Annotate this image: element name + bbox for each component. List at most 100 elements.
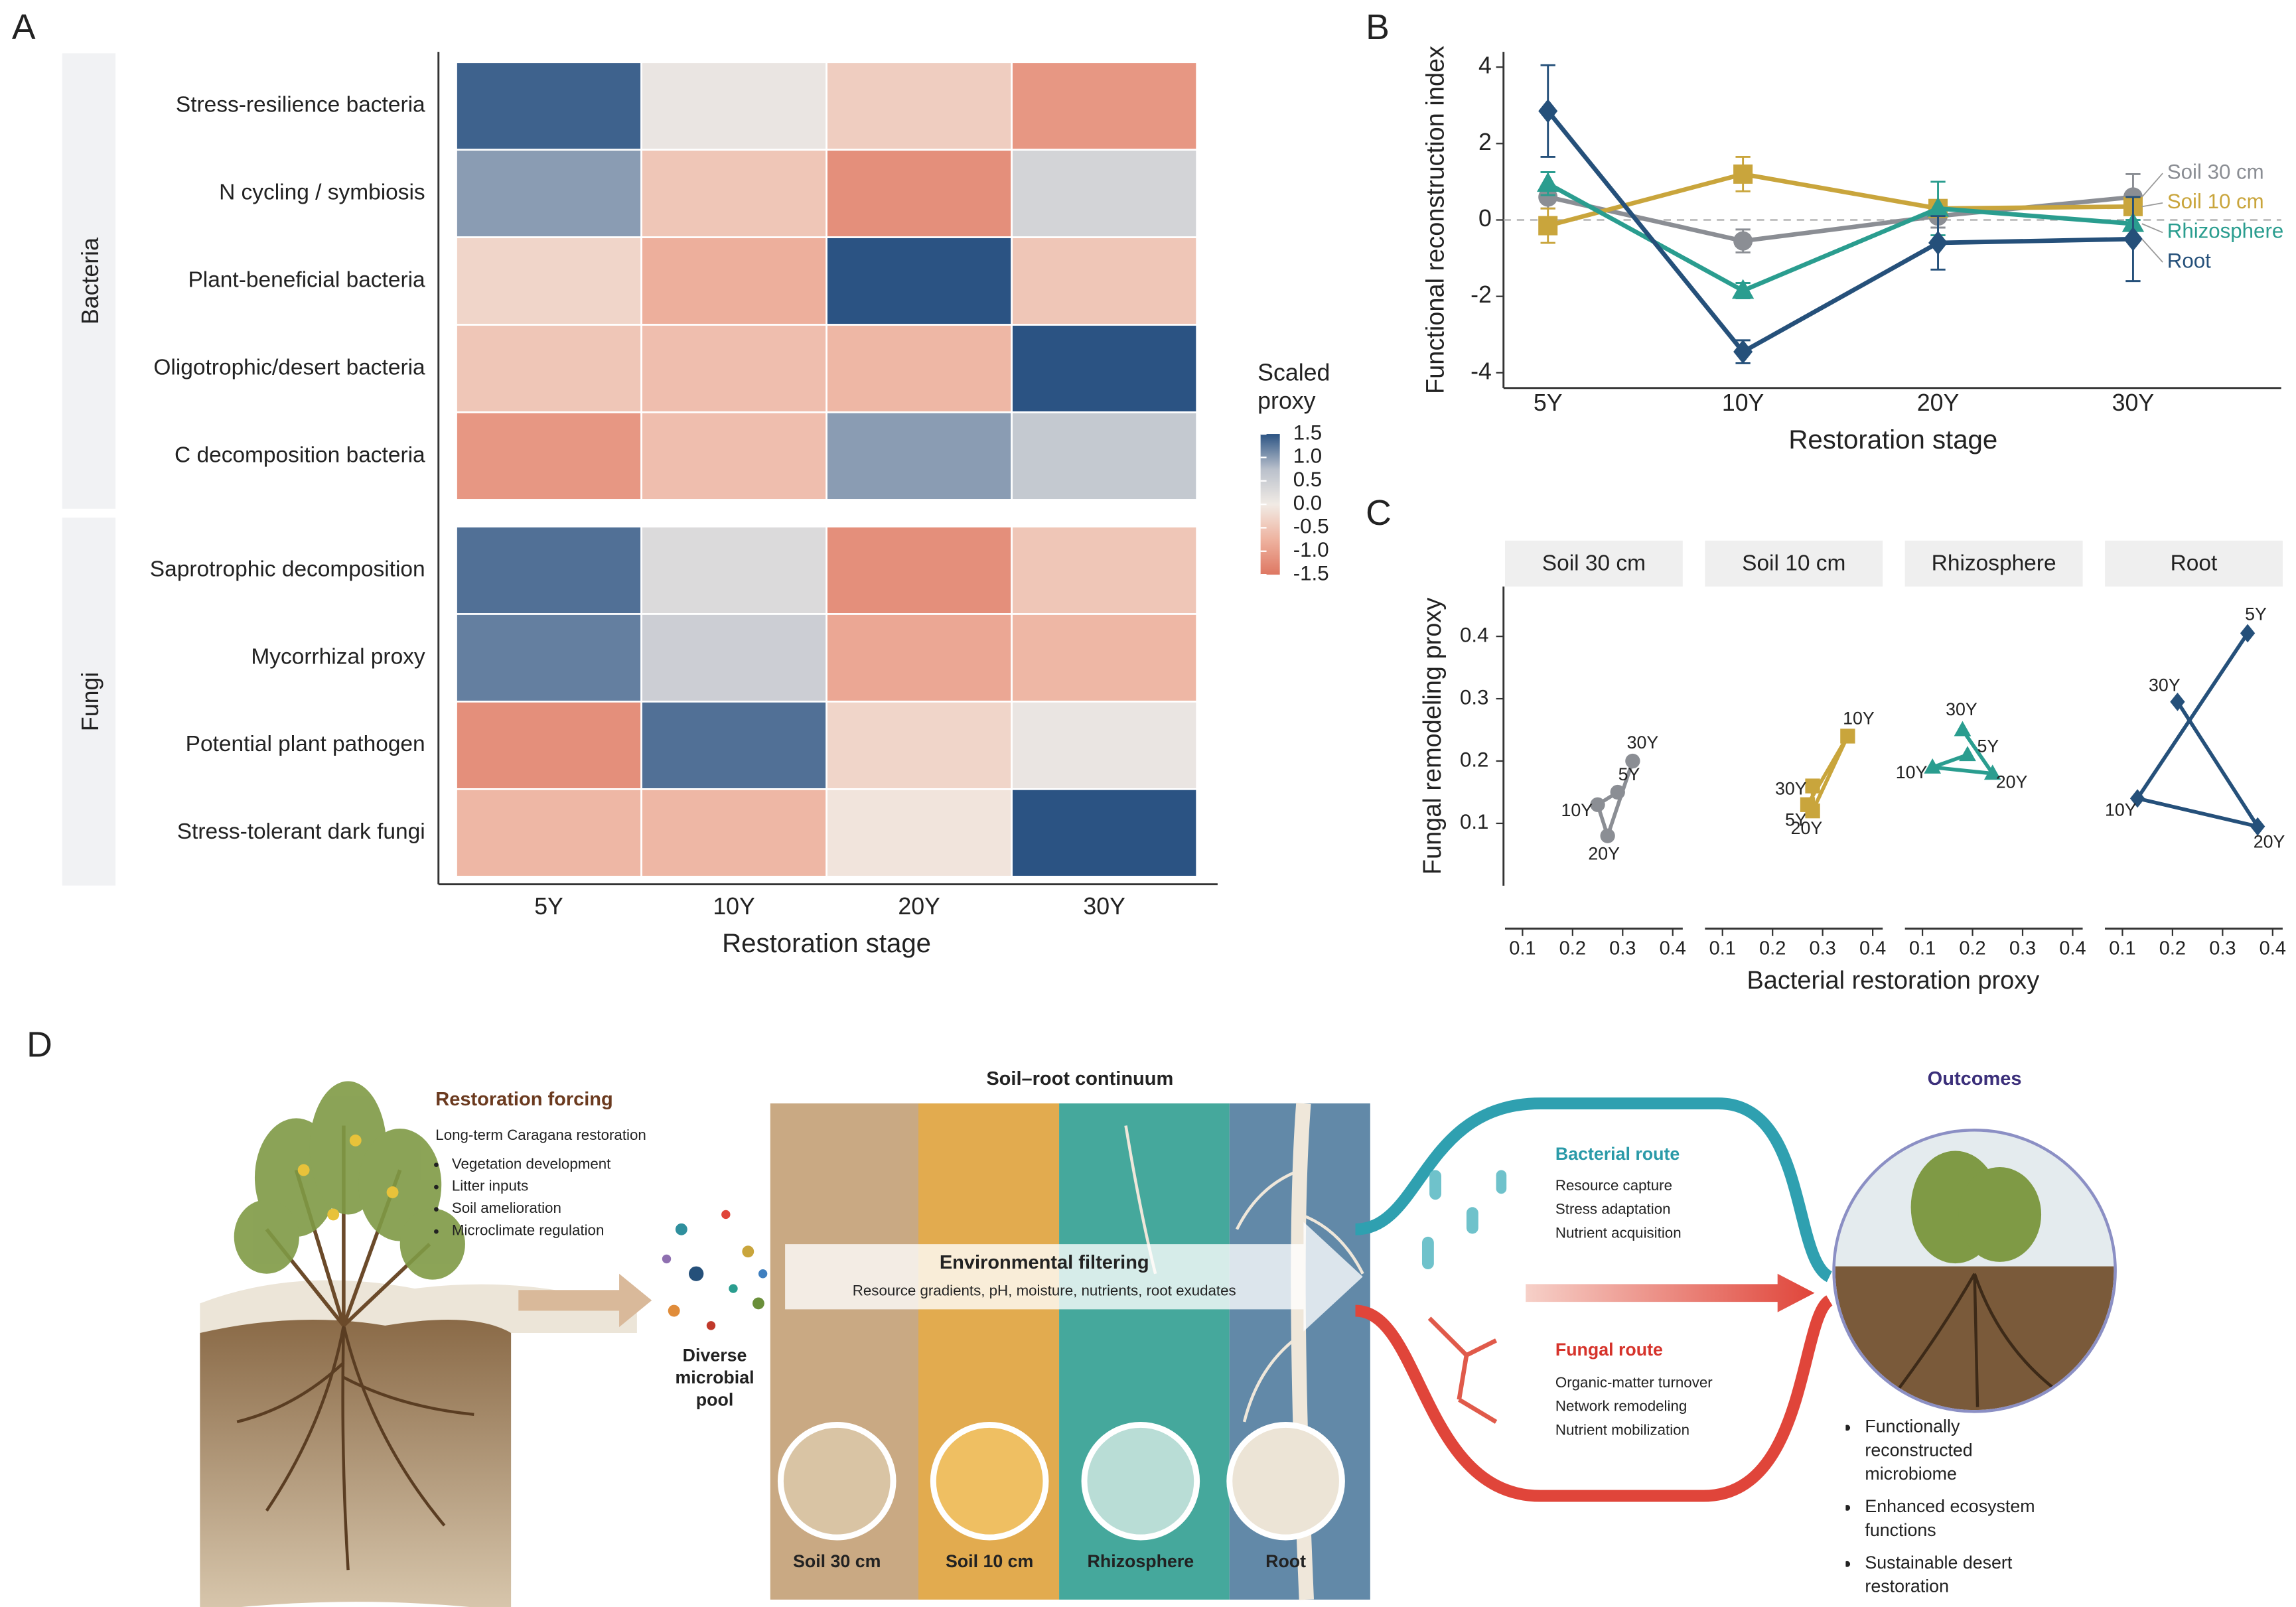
legend-label: Soil 10 cm bbox=[2167, 190, 2264, 213]
bacterial-path bbox=[1355, 1097, 1833, 1283]
colorbar-title: Scaled proxy bbox=[1257, 361, 1330, 415]
y-axis-title: Functional reconstruction index bbox=[1421, 46, 1449, 394]
heat-cell bbox=[640, 61, 827, 151]
marker bbox=[2240, 624, 2256, 643]
facet-title: Root bbox=[2171, 551, 2218, 575]
marker bbox=[1538, 187, 1558, 207]
x-tick-label: 0.2 bbox=[2159, 938, 2186, 959]
marker bbox=[1610, 784, 1625, 800]
marker bbox=[1924, 758, 1942, 774]
facet-title: Soil 30 cm bbox=[1542, 551, 1646, 575]
heat-cell bbox=[1011, 701, 1198, 790]
panel-label: C bbox=[1366, 494, 1392, 533]
x-tick-label: 5Y bbox=[1534, 389, 1563, 416]
colorbar-title-box: Scaled proxy bbox=[1257, 361, 1330, 415]
heat-cell bbox=[455, 61, 642, 151]
facet-strip bbox=[1504, 540, 1683, 587]
x-axis-title: Restoration stage bbox=[722, 928, 931, 958]
forcing-list: Vegetation development Litter inputs Soi… bbox=[433, 1156, 640, 1239]
point-label: 10Y bbox=[2105, 800, 2137, 819]
heat-cell bbox=[640, 236, 827, 326]
point-label: 5Y bbox=[2245, 604, 2267, 624]
heat-cell bbox=[455, 236, 642, 326]
outcomes-list: Functionally reconstructed microbiome En… bbox=[1845, 1415, 2112, 1592]
y-tick-label: 4 bbox=[1478, 52, 1492, 79]
point-label: 30Y bbox=[1627, 733, 1659, 752]
x-tick-label: 0.2 bbox=[1959, 938, 1985, 959]
point-label: 5Y bbox=[1618, 764, 1640, 784]
series-line bbox=[1547, 181, 2133, 293]
point-label: 20Y bbox=[1791, 818, 1823, 838]
heat-cell bbox=[455, 411, 642, 501]
y-tick-label: 0.3 bbox=[1460, 685, 1488, 709]
outcomes-list-box: Functionally reconstructed microbiome En… bbox=[1845, 1415, 2112, 1592]
trajectory bbox=[2134, 632, 2262, 829]
continuum-title: Soil–root continuum bbox=[986, 1068, 1173, 1089]
bacterial-item: Resource capture bbox=[1555, 1177, 1672, 1194]
bacterial-title: Bacterial route bbox=[1555, 1144, 1680, 1164]
x-tick-label: 0.4 bbox=[2059, 938, 2086, 959]
leader-line bbox=[2141, 238, 2163, 263]
trajectory bbox=[1932, 729, 1997, 776]
x-tick-label: 0.4 bbox=[1859, 938, 1886, 959]
forcing-item: Litter inputs bbox=[452, 1179, 640, 1196]
group-label: Fungi bbox=[77, 672, 104, 731]
facet-title: Soil 10 cm bbox=[1742, 551, 1845, 575]
point-label: 20Y bbox=[1588, 843, 1620, 863]
x-tick-label: 0.4 bbox=[1660, 938, 1686, 959]
point-label: 10Y bbox=[1843, 708, 1875, 728]
y-tick-label: 0 bbox=[1478, 205, 1492, 232]
leader-line bbox=[2141, 223, 2163, 234]
x-tick-label: 0.1 bbox=[1509, 938, 1536, 959]
x-tick-label: 0.4 bbox=[2260, 938, 2286, 959]
compartment-label: Root bbox=[1265, 1551, 1306, 1571]
compartment-circle bbox=[1081, 1421, 1200, 1541]
marker bbox=[1959, 746, 1976, 762]
heat-cell bbox=[825, 236, 1013, 326]
outcome-circle bbox=[1832, 1128, 2117, 1413]
direct-arrow bbox=[1526, 1273, 1815, 1312]
facet-strip bbox=[1904, 540, 2083, 587]
forcing-list-box: Vegetation development Litter inputs Soi… bbox=[433, 1156, 640, 1275]
compartment-circle bbox=[777, 1421, 897, 1541]
heat-cell bbox=[455, 788, 642, 878]
heat-cell bbox=[455, 324, 642, 413]
heat-cell bbox=[640, 149, 827, 238]
leader-line bbox=[2141, 173, 2163, 198]
panel-label: B bbox=[1366, 8, 1390, 47]
colorbar-tick-label: 1.5 bbox=[1293, 421, 1322, 444]
x-tick-label: 0.2 bbox=[1559, 938, 1586, 959]
marker bbox=[1538, 99, 1558, 123]
heat-cell bbox=[1011, 149, 1198, 238]
x-axis-title: Bacterial restoration proxy bbox=[1747, 967, 2039, 995]
marker bbox=[2123, 227, 2143, 251]
marker bbox=[1733, 164, 1753, 184]
compartment-circle bbox=[930, 1421, 1049, 1541]
pool-label: Diverse microbial pool bbox=[675, 1344, 754, 1411]
row-label: C decomposition bacteria bbox=[175, 443, 425, 467]
row-label: Plant-beneficial bacteria bbox=[188, 267, 425, 292]
heat-cell bbox=[455, 701, 642, 790]
x-tick-label: 0.1 bbox=[2109, 938, 2135, 959]
compartment-label: Rhizosphere bbox=[1088, 1551, 1194, 1571]
outcome-scene bbox=[1835, 1131, 2114, 1411]
fungi-icons bbox=[1427, 1316, 1498, 1424]
y-tick-label: 0.1 bbox=[1460, 810, 1488, 833]
outcome-item: Sustainable desert restoration bbox=[1865, 1551, 2028, 1592]
y-tick-label: -4 bbox=[1471, 358, 1492, 384]
marker bbox=[1805, 778, 1820, 794]
bacteria-icons bbox=[1421, 1170, 1507, 1270]
outcome-item: Enhanced ecosystem functions bbox=[1865, 1494, 2043, 1541]
fungal-item: Network remodeling bbox=[1555, 1398, 1687, 1415]
x-tick-label: 20Y bbox=[1917, 389, 1960, 416]
heat-cell bbox=[1011, 788, 1198, 878]
marker bbox=[1983, 764, 2001, 780]
bacterial-item: Stress adaptation bbox=[1555, 1201, 1671, 1218]
heat-cell bbox=[1011, 411, 1198, 501]
x-tick-label: 0.3 bbox=[2009, 938, 2036, 959]
legend-label: Rhizosphere bbox=[2167, 220, 2283, 243]
heat-cell bbox=[825, 411, 1013, 501]
x-tick-label: 10Y bbox=[1722, 389, 1764, 416]
heat-cell bbox=[1011, 324, 1198, 413]
y-tick-label: 0.4 bbox=[1460, 623, 1488, 646]
